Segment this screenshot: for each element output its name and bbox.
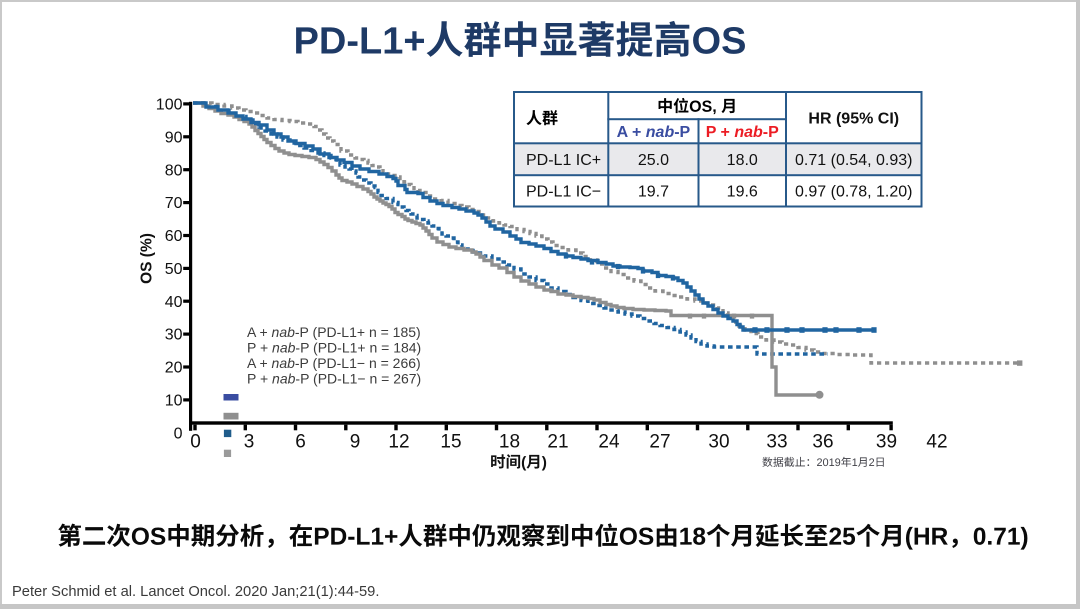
svg-text:70: 70 (165, 195, 183, 212)
svg-text:42: 42 (926, 432, 947, 453)
svg-text:30: 30 (708, 432, 729, 453)
svg-text:Peter Schmid et al. Lancet Onc: Peter Schmid et al. Lancet Oncol. 2020 J… (12, 584, 379, 600)
svg-text:PD-L1 IC−: PD-L1 IC− (526, 184, 601, 201)
svg-text:15: 15 (440, 432, 461, 453)
svg-text:24: 24 (598, 432, 620, 453)
svg-text:A + nab-P (PD-L1+ n = 185): A + nab-P (PD-L1+ n = 185) (247, 324, 421, 340)
svg-text:90: 90 (165, 129, 183, 146)
svg-text:6: 6 (295, 432, 306, 453)
svg-text:18.0: 18.0 (727, 152, 758, 169)
svg-text:10: 10 (165, 393, 183, 410)
svg-text:19.6: 19.6 (727, 184, 758, 201)
svg-text:12: 12 (388, 432, 409, 453)
svg-text:33: 33 (766, 432, 787, 453)
svg-text:A + nab-P: A + nab-P (617, 124, 691, 141)
svg-text:P + nab-P (PD-L1− n = 267): P + nab-P (PD-L1− n = 267) (247, 371, 421, 387)
svg-text:40: 40 (165, 294, 183, 311)
svg-text:PD-L1 IC+: PD-L1 IC+ (526, 152, 601, 169)
svg-text:50: 50 (165, 261, 183, 278)
svg-text:HR (95% CI): HR (95% CI) (808, 111, 899, 128)
svg-text:36: 36 (812, 432, 833, 453)
svg-text:27: 27 (649, 432, 670, 453)
svg-text:20: 20 (165, 360, 183, 377)
svg-text:100: 100 (156, 97, 183, 114)
svg-text:19.7: 19.7 (638, 184, 669, 201)
svg-text:30: 30 (165, 327, 183, 344)
svg-text:OS (%): OS (%) (139, 233, 156, 284)
svg-text:18: 18 (499, 432, 520, 453)
svg-text:0: 0 (174, 425, 183, 442)
svg-text:60: 60 (165, 228, 183, 245)
svg-text:0: 0 (190, 432, 201, 453)
svg-text:0.71 (0.54, 0.93): 0.71 (0.54, 0.93) (795, 152, 912, 169)
svg-text:21: 21 (547, 432, 568, 453)
svg-text:3: 3 (244, 432, 255, 453)
svg-text:0.97 (0.78, 1.20): 0.97 (0.78, 1.20) (795, 184, 912, 201)
svg-text:P + nab-P (PD-L1+ n = 184): P + nab-P (PD-L1+ n = 184) (247, 340, 421, 356)
svg-text:25.0: 25.0 (638, 152, 669, 169)
svg-text:A + nab-P (PD-L1− n = 266): A + nab-P (PD-L1− n = 266) (247, 355, 421, 371)
svg-text:P + nab-P: P + nab-P (706, 124, 779, 141)
svg-text:9: 9 (350, 432, 361, 453)
svg-text:39: 39 (876, 432, 897, 453)
svg-text:80: 80 (165, 162, 183, 179)
